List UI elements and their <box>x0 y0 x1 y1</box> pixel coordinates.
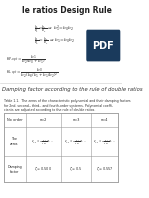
Text: n=3: n=3 <box>72 118 80 122</box>
Text: n=2: n=2 <box>39 118 47 122</box>
Text: $\frac{b_1}{b_0} = \frac{b_2}{b_1} \;\Rightarrow\; b_1\!=\!b_0 b_2$: $\frac{b_1}{b_0} = \frac{b_2}{b_1} \;\Ri… <box>34 36 75 48</box>
Text: $\zeta \approx 0.557$: $\zeta \approx 0.557$ <box>96 165 113 173</box>
Text: Damping factor according to the rule of double ratios: Damping factor according to the rule of … <box>2 87 143 92</box>
Text: No order: No order <box>7 118 22 122</box>
Text: $\zeta \approx 0.5$: $\zeta \approx 0.5$ <box>69 165 83 173</box>
Text: $K_{I,opt} = \dfrac{b_0}{b_2(b_0/b_1+b_1/b_2)^2}$: $K_{I,opt} = \dfrac{b_0}{b_2(b_0/b_1+b_1… <box>6 67 59 80</box>
FancyBboxPatch shape <box>4 113 118 182</box>
Text: PDF: PDF <box>92 41 114 50</box>
Text: $\frac{b_0}{b_1}\!=\!\frac{b_1}{b_2}\;\Rightarrow\;b_1^2\!=\!b_0 b_2$: $\frac{b_0}{b_1}\!=\!\frac{b_1}{b_2}\;\R… <box>34 24 74 36</box>
Text: $z_{1,2}\!=\!-\frac{b_1}{2b_2}\pm...$: $z_{1,2}\!=\!-\frac{b_1}{2b_2}\pm...$ <box>93 137 116 147</box>
Text: n=4: n=4 <box>101 118 108 122</box>
Text: $\zeta \approx 0.500$: $\zeta \approx 0.500$ <box>34 165 52 173</box>
Text: Table 1.1.  The zeros of the characteristic polynomial and their damping factors: Table 1.1. The zeros of the characterist… <box>4 99 130 112</box>
Text: $z_{1,2}\!=\!-\frac{b_1}{2b_2}\pm...$: $z_{1,2}\!=\!-\frac{b_1}{2b_2}\pm...$ <box>31 137 55 147</box>
Text: $K_{P,opt} = \dfrac{b_1}{b_2(b_0+b_1)}$: $K_{P,opt} = \dfrac{b_1}{b_2(b_0+b_1)}$ <box>6 53 46 66</box>
Text: Damping
factor: Damping factor <box>7 165 22 174</box>
FancyBboxPatch shape <box>86 30 120 61</box>
Text: $z_{1,2}\!=\!-\frac{b_1}{2b_2}\pm...$: $z_{1,2}\!=\!-\frac{b_1}{2b_2}\pm...$ <box>64 137 88 147</box>
Text: le ratios Design Rule: le ratios Design Rule <box>22 6 112 15</box>
Text: The
zeros: The zeros <box>10 137 19 146</box>
